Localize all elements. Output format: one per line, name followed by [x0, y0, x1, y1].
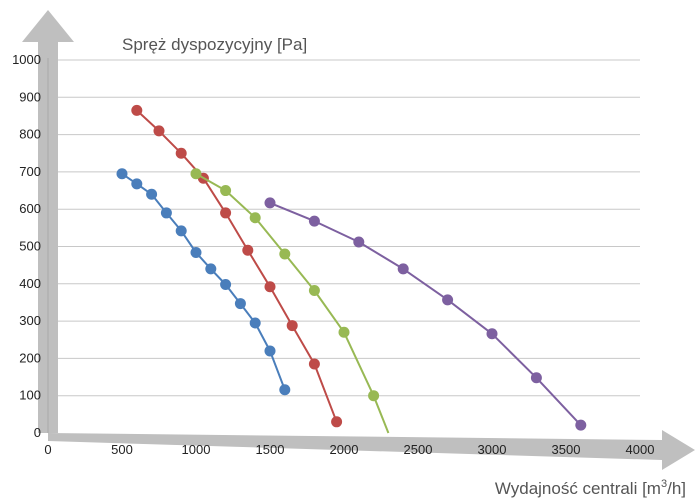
data-point [338, 326, 350, 338]
y-tick-label: 100 [19, 388, 41, 403]
y-tick-label: 900 [19, 89, 41, 104]
data-point [442, 294, 454, 306]
data-point [308, 215, 320, 227]
data-point [575, 419, 587, 431]
data-point [308, 358, 320, 370]
data-point [175, 147, 187, 159]
data-point [331, 416, 343, 428]
x-tick-label: 0 [44, 442, 51, 457]
x-tick-label: 4000 [626, 442, 655, 457]
series-line [195, 172, 390, 434]
data-point [279, 384, 291, 396]
y-tick-label: 800 [19, 127, 41, 142]
data-point [264, 345, 276, 357]
x-tick-labels: 0 500 1000 1500 2000 2500 3000 3500 4000 [44, 442, 654, 457]
data-point [153, 125, 165, 137]
x-axis-title-end: /h] [667, 479, 686, 498]
data-point [279, 248, 291, 260]
data-point [234, 298, 246, 310]
y-tick-label: 0 [34, 425, 41, 440]
data-point [286, 320, 298, 332]
y-tick-label: 300 [19, 313, 41, 328]
data-point [205, 263, 217, 275]
data-point [131, 178, 143, 190]
x-axis-title-main: Wydajność centrali [m [495, 479, 661, 498]
series-line [136, 109, 338, 423]
series-line [269, 201, 582, 426]
x-axis-title: Wydajność centrali [m3/h] [495, 478, 686, 498]
data-point [220, 207, 232, 219]
data-point [264, 281, 276, 293]
y-tick-label: 600 [19, 201, 41, 216]
x-tick-label: 3500 [552, 442, 581, 457]
data-point [242, 244, 254, 256]
series-line [121, 172, 286, 391]
x-axis-arrow [48, 430, 695, 470]
data-point [146, 188, 158, 200]
series-4 [264, 197, 587, 431]
series-1 [116, 168, 291, 396]
x-tick-label: 2000 [330, 442, 359, 457]
y-tick-label: 500 [19, 239, 41, 254]
x-tick-label: 3000 [478, 442, 507, 457]
data-point [264, 197, 276, 209]
x-axis-title-sup: 3 [661, 478, 667, 490]
data-point [486, 328, 498, 340]
data-point [530, 372, 542, 384]
data-point [353, 236, 365, 248]
data-point [190, 246, 202, 258]
y-axis-title: Spręż dyspozycyjny [Pa] [122, 35, 307, 54]
series-2 [131, 104, 343, 428]
x-tick-label: 1000 [182, 442, 211, 457]
x-tick-label: 500 [111, 442, 133, 457]
x-tick-label: 1500 [256, 442, 285, 457]
series-3 [190, 168, 390, 434]
y-tick-label: 1000 [12, 52, 41, 67]
y-tick-labels: 0 100 200 300 400 500 600 700 800 900 1000 [12, 52, 41, 440]
data-point [308, 285, 320, 297]
data-point [190, 168, 202, 180]
data-point [249, 317, 261, 329]
series-group [116, 104, 587, 434]
x-tick-label: 2500 [404, 442, 433, 457]
axes [22, 10, 695, 470]
grid-lines [48, 59, 640, 397]
y-tick-label: 700 [19, 164, 41, 179]
y-tick-label: 200 [19, 350, 41, 365]
data-point [131, 104, 143, 116]
data-point [160, 207, 172, 219]
data-point [368, 390, 380, 402]
y-tick-label: 400 [19, 276, 41, 291]
data-point [175, 225, 187, 237]
data-point [220, 279, 232, 291]
data-point [220, 185, 232, 197]
data-point [249, 212, 261, 224]
data-point [116, 168, 128, 180]
data-point [397, 263, 409, 275]
